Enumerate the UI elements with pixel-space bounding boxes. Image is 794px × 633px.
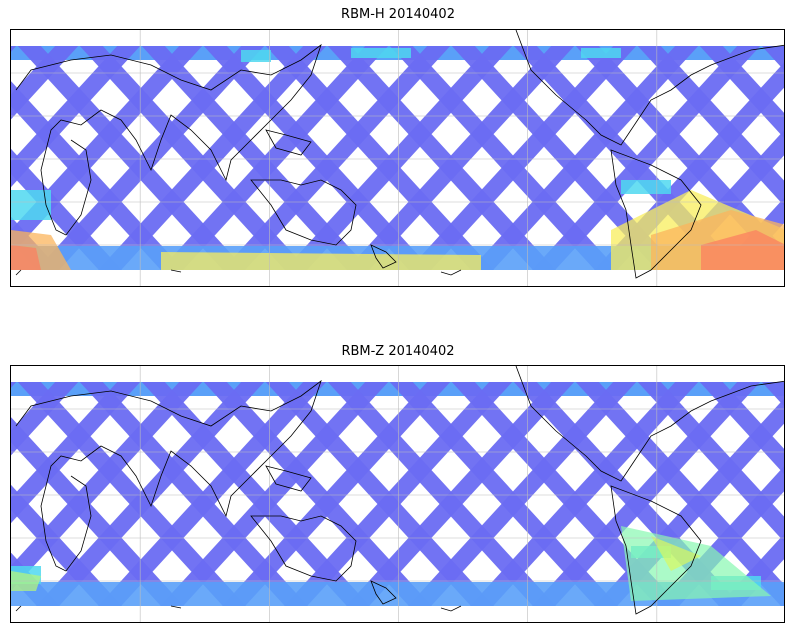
orbit-track-ascending bbox=[11, 46, 79, 120]
coastline bbox=[440, 605, 462, 612]
orbit-track-ascending bbox=[11, 382, 203, 591]
coastline bbox=[15, 269, 22, 276]
coastline bbox=[15, 43, 322, 236]
map-frame bbox=[10, 365, 785, 623]
coastline bbox=[170, 605, 182, 609]
panel-title: RBM-H 20140402 bbox=[341, 7, 455, 22]
orbit-track-descending bbox=[699, 46, 784, 138]
satellite-tracks bbox=[11, 382, 784, 606]
high-value-region bbox=[701, 230, 784, 270]
coastlines bbox=[15, 30, 784, 279]
satellite-tracks bbox=[11, 46, 784, 270]
coastline bbox=[250, 515, 357, 582]
panel-title: RBM-Z 20140402 bbox=[341, 344, 455, 359]
panel-rbm-z: RBM-Z 20140402 bbox=[0, 336, 794, 633]
coastline bbox=[15, 605, 22, 612]
coastline bbox=[15, 379, 322, 572]
graticule bbox=[11, 366, 784, 622]
high-value-patch bbox=[241, 50, 271, 62]
high-value-patch bbox=[11, 190, 51, 220]
orbit-track-ascending bbox=[11, 382, 141, 524]
orbit-track-ascending bbox=[11, 46, 141, 188]
coastline bbox=[370, 580, 397, 605]
graticule bbox=[11, 30, 784, 286]
orbit-track-descending bbox=[699, 382, 784, 474]
coastline bbox=[610, 485, 702, 615]
map-canvas bbox=[11, 30, 784, 286]
coastline bbox=[610, 149, 702, 279]
high-value-region bbox=[11, 245, 41, 270]
high-value-patch bbox=[351, 48, 411, 58]
coastline bbox=[265, 465, 312, 492]
map-canvas bbox=[11, 366, 784, 622]
high-value-patch bbox=[581, 48, 621, 58]
high-value-region bbox=[651, 536, 701, 571]
map-frame bbox=[10, 29, 785, 287]
coastline bbox=[250, 179, 357, 246]
panel-rbm-h: RBM-H 20140402 bbox=[0, 0, 794, 300]
orbit-track-ascending bbox=[11, 382, 79, 456]
high-value-region bbox=[161, 252, 481, 270]
coastline bbox=[370, 244, 397, 269]
coastline bbox=[515, 30, 784, 146]
high-value-patch bbox=[621, 180, 671, 194]
coastlines bbox=[15, 366, 784, 615]
orbit-track-ascending bbox=[11, 46, 203, 255]
coastline bbox=[515, 366, 784, 482]
coastline bbox=[265, 129, 312, 156]
coastline bbox=[440, 269, 462, 276]
coastline bbox=[170, 269, 182, 273]
